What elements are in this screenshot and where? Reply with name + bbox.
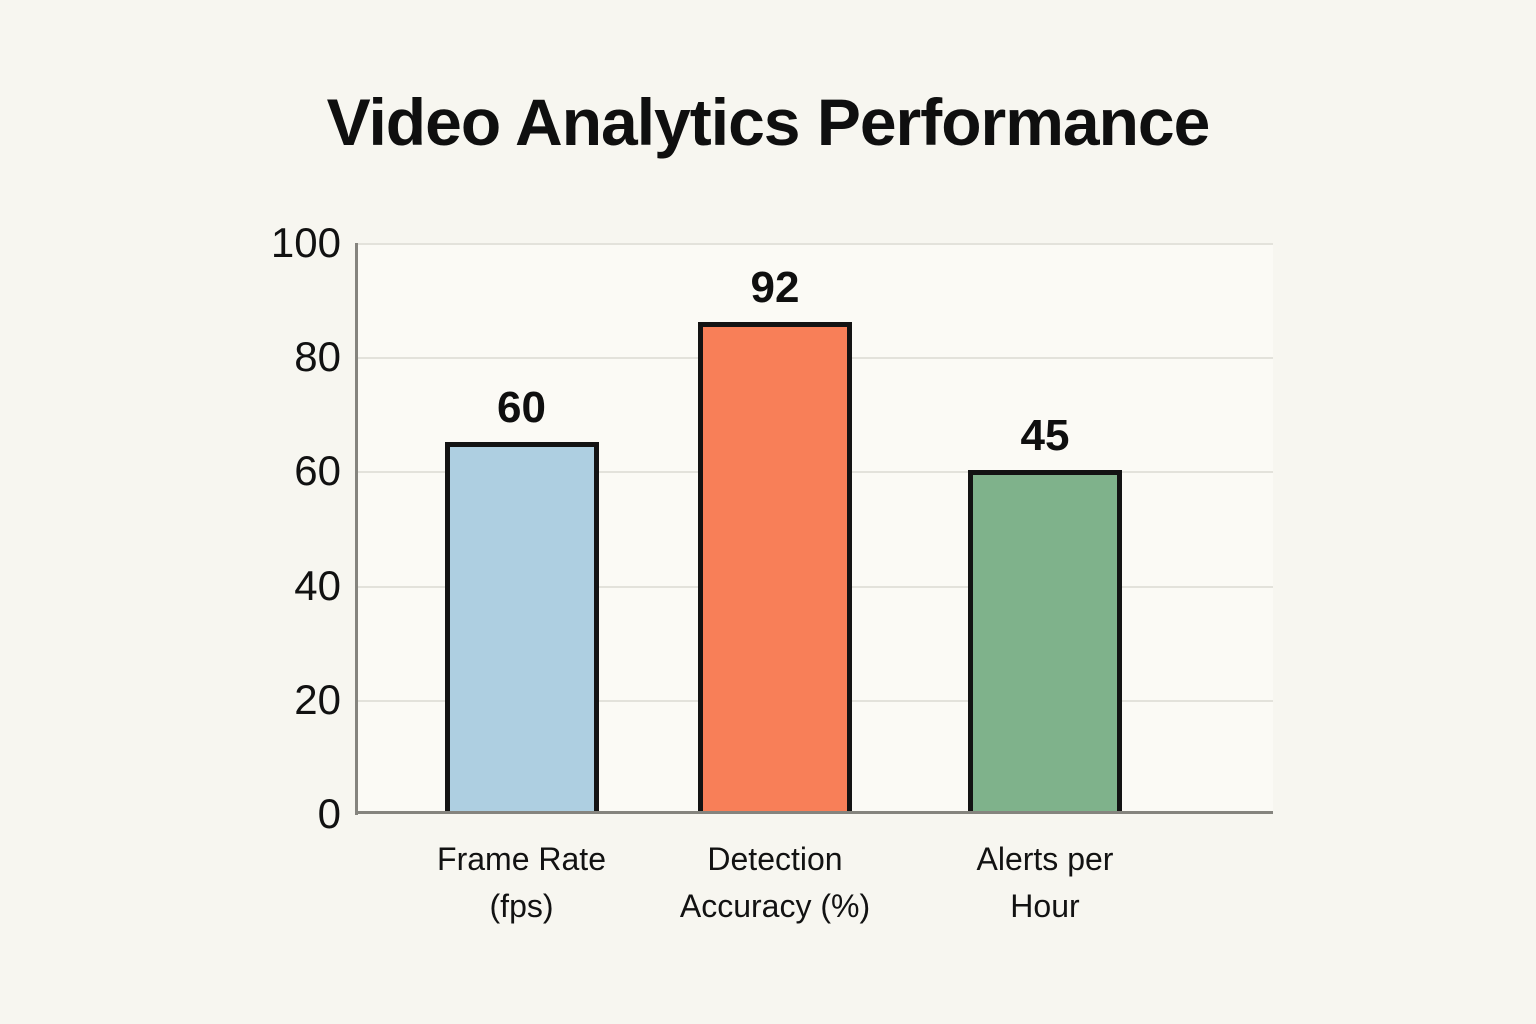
x-axis-category-labels: Frame Rate (fps) Detection Accuracy (%) Aler… [355,836,1273,956]
x-category-label-line: Alerts per [976,841,1114,877]
y-tick-label-20: 20 [294,675,341,723]
bar-value-label: 92 [750,262,800,312]
x-category-label-line: Hour [1010,888,1080,924]
gridline-100 [355,243,1273,245]
x-category-label-line: Frame Rate [437,841,606,877]
x-category-label-line: (fps) [489,888,554,924]
bar-alerts-per-hour: 45 [967,413,1122,814]
x-category-label-line: Accuracy (%) [679,888,871,924]
plot-area: 60 92 45 [355,243,1273,814]
chart-title: Video Analytics Performance [326,85,1211,159]
bar-value-label: 45 [1020,411,1070,461]
x-axis-line [355,811,1273,814]
bar-frame-rate-fps: 60 [444,384,599,814]
y-tick-label-60: 60 [294,447,341,495]
y-tick-label-40: 40 [294,561,341,609]
x-category-label: Detection Accuracy (%) [625,836,925,930]
x-category-label-line: Detection [707,841,843,877]
y-axis-tick-labels: 0 20 40 60 80 100 [0,221,341,836]
y-tick-label-0: 0 [317,790,341,837]
y-axis-line [355,243,358,815]
y-tick-label-80: 80 [294,333,341,381]
bar-value-label: 60 [497,382,546,432]
x-category-label: Frame Rate (fps) [372,836,672,930]
y-tick-label-100: 100 [270,219,341,266]
x-category-label: Alerts per Hour [895,836,1195,930]
bar-detection-accuracy: 92 [697,264,852,814]
